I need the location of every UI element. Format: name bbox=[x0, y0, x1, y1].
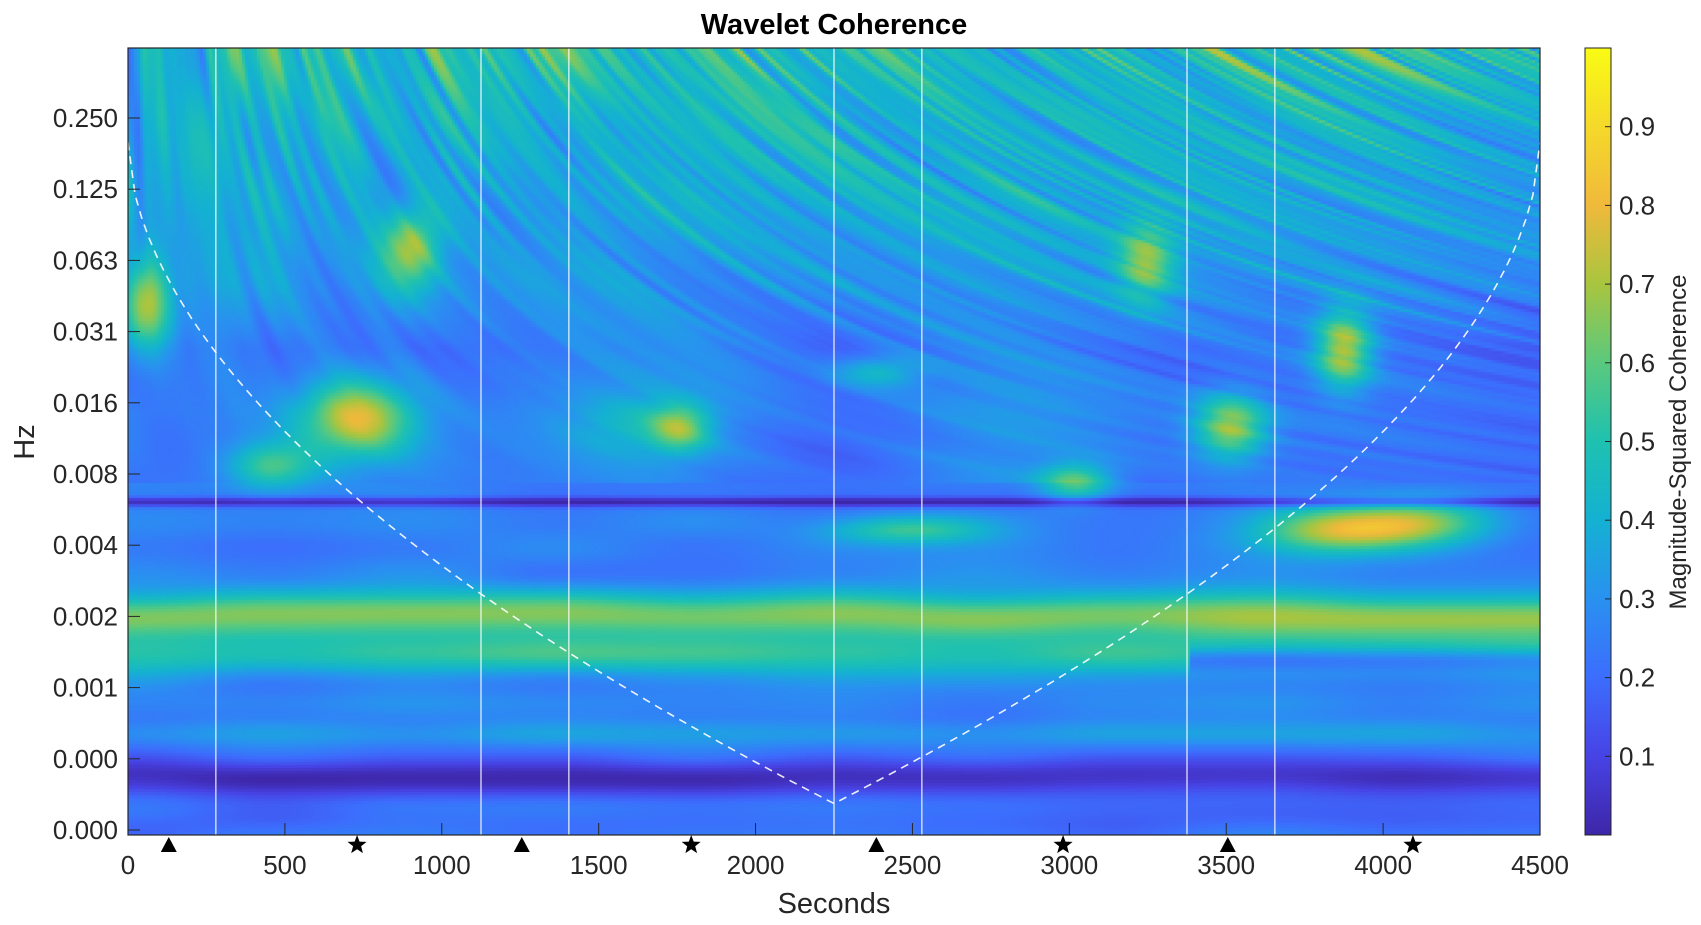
colorbar-tick-label: 0.8 bbox=[1619, 190, 1655, 220]
x-tick-label: 1500 bbox=[570, 850, 628, 880]
x-axis-label: Seconds bbox=[778, 888, 891, 920]
colorbar-tick-label: 0.9 bbox=[1619, 112, 1655, 142]
y-tick-label: 0.000 bbox=[53, 815, 118, 845]
x-tick-label: 2500 bbox=[884, 850, 942, 880]
colorbar: 0.1 0.2 0.3 0.4 0.5 0.6 0.7 0.8 0.9 Magnitude-Sq… bbox=[1584, 47, 1692, 836]
colorbar-tick-label: 0.7 bbox=[1619, 269, 1655, 299]
star-marker bbox=[681, 835, 701, 854]
y-tick-label: 0.031 bbox=[53, 317, 118, 347]
x-tick-label: 4500 bbox=[1511, 850, 1569, 880]
star-marker bbox=[347, 835, 367, 854]
y-tick-label: 0.008 bbox=[53, 459, 118, 489]
cone-of-influence-line bbox=[127, 142, 1541, 805]
colorbar-tick-label: 0.3 bbox=[1619, 584, 1655, 614]
triangle-marker bbox=[160, 837, 177, 852]
x-tick-label: 3000 bbox=[1040, 850, 1098, 880]
x-tick-label: 4000 bbox=[1354, 850, 1412, 880]
x-axis: 0 500 1000 1500 2000 2500 3000 3500 4000 4500 bbox=[121, 823, 1569, 880]
y-tick-label: 0.063 bbox=[53, 245, 118, 275]
chart-title: Wavelet Coherence bbox=[701, 9, 967, 41]
y-axis: 0.250 0.125 0.063 0.031 0.016 0.008 0.004 0.002… bbox=[53, 103, 140, 845]
y-tick-label: 0.250 bbox=[53, 103, 118, 133]
star-marker bbox=[1053, 835, 1073, 854]
colorbar-label: Magnitude-Squared Coherence bbox=[1665, 275, 1692, 610]
colorbar-tick-label: 0.2 bbox=[1619, 663, 1655, 693]
x-tick-label: 0 bbox=[121, 850, 135, 880]
y-tick-label: 0.125 bbox=[53, 174, 118, 204]
x-tick-label: 2000 bbox=[727, 850, 785, 880]
x-tick-label: 3500 bbox=[1197, 850, 1255, 880]
x-tick-label: 500 bbox=[263, 850, 306, 880]
star-marker bbox=[1403, 835, 1423, 854]
x-tick-label: 1000 bbox=[413, 850, 471, 880]
colorbar-ticks: 0.1 0.2 0.3 0.4 0.5 0.6 0.7 0.8 0.9 bbox=[1605, 112, 1655, 771]
triangle-marker bbox=[1219, 837, 1236, 852]
colorbar-tick-label: 0.4 bbox=[1619, 505, 1655, 535]
plot-frame bbox=[127, 47, 1541, 836]
colorbar-tick-label: 0.1 bbox=[1619, 741, 1655, 771]
y-tick-label: 0.000 bbox=[53, 744, 118, 774]
colorbar-tick-label: 0.6 bbox=[1619, 348, 1655, 378]
y-tick-label: 0.001 bbox=[53, 673, 118, 703]
y-tick-label: 0.002 bbox=[53, 601, 118, 631]
event-markers bbox=[160, 835, 1423, 854]
plot-area bbox=[127, 47, 1541, 836]
y-axis-label: Hz bbox=[9, 424, 41, 459]
y-tick-label: 0.004 bbox=[53, 530, 118, 560]
y-tick-label: 0.016 bbox=[53, 388, 118, 418]
colorbar-tick-label: 0.5 bbox=[1619, 427, 1655, 457]
triangle-marker bbox=[513, 837, 530, 852]
event-lines bbox=[215, 48, 1276, 835]
triangle-marker bbox=[868, 837, 885, 852]
